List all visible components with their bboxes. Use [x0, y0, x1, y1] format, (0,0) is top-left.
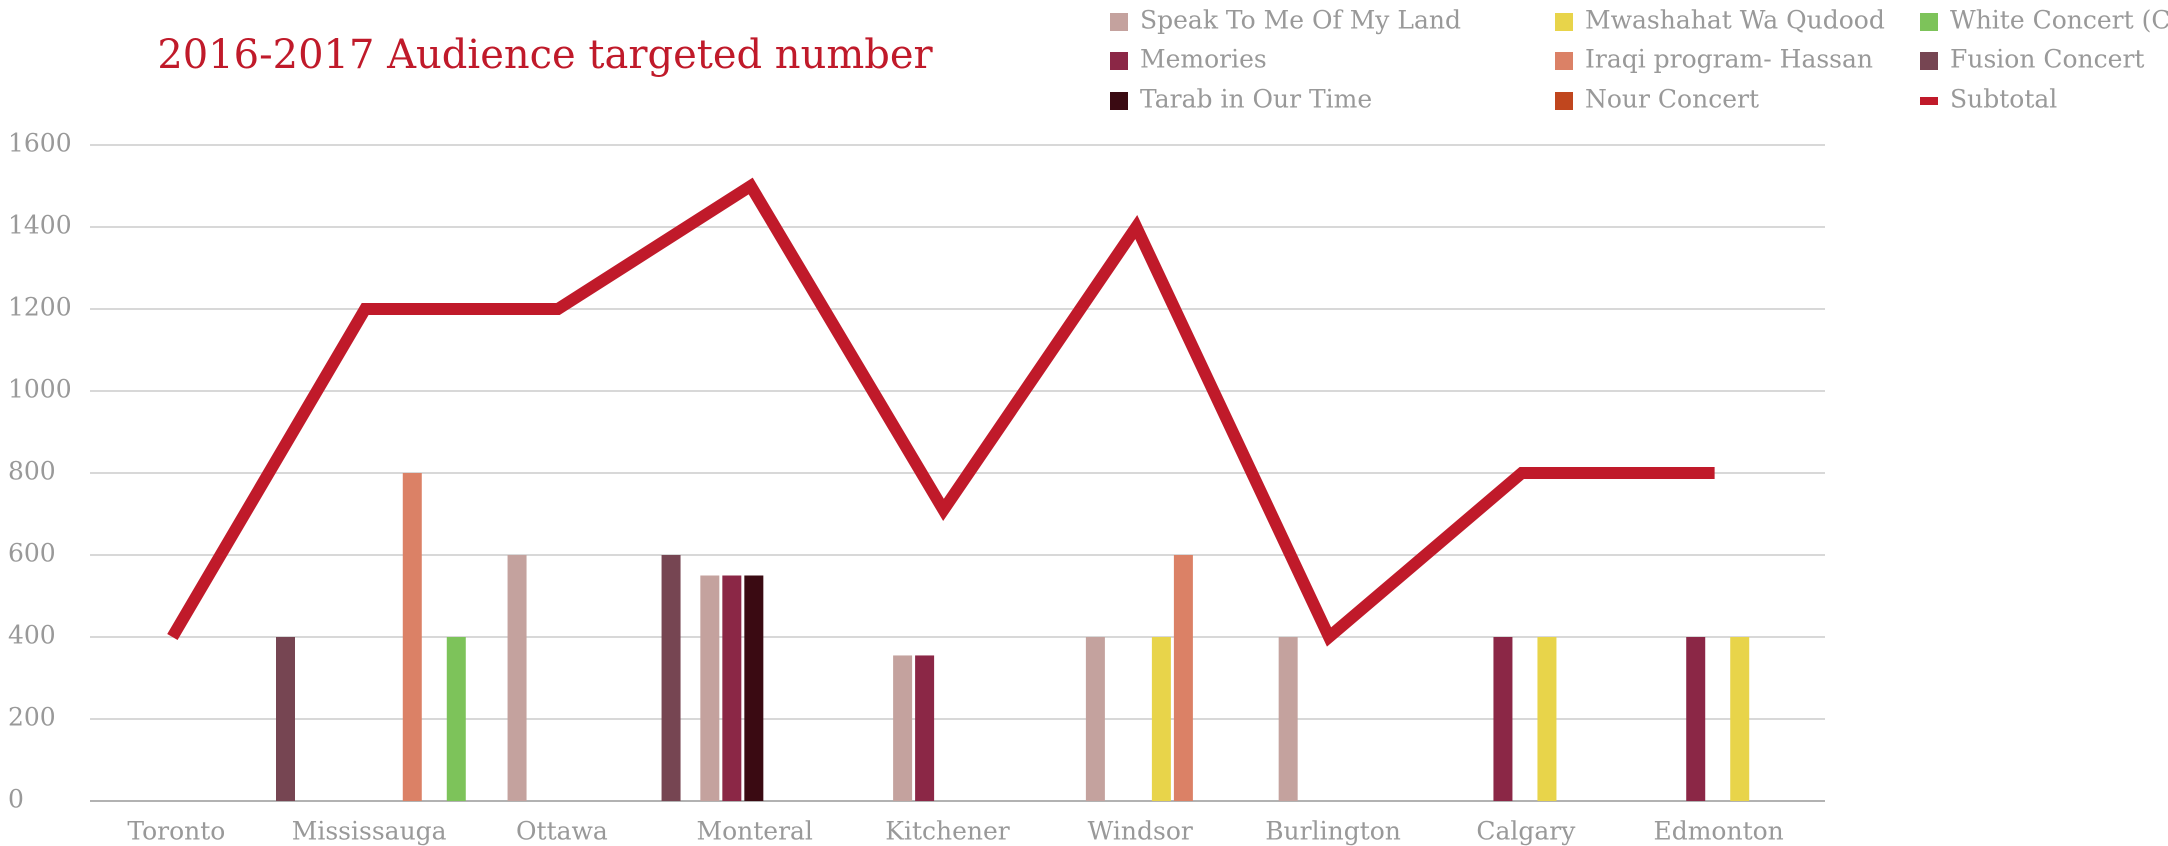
legend-marker: [1920, 13, 1938, 31]
legend-marker: [1110, 92, 1128, 110]
bar: [744, 575, 764, 801]
x-tick-label: Monteral: [696, 817, 812, 846]
x-tick-label: Ottawa: [516, 817, 608, 846]
chart-title: 2016-2017 Audience targeted number: [157, 32, 933, 78]
x-tick-label: Toronto: [127, 817, 225, 846]
line: [167, 177, 1715, 647]
bar: [1686, 637, 1706, 801]
y-tick-label: 400: [8, 621, 56, 650]
y-tick-label: 600: [8, 539, 56, 568]
x-tick-label: Mississauga: [292, 817, 447, 846]
legend-marker: [1555, 13, 1573, 31]
bar: [1493, 637, 1513, 801]
legend-label: Memories: [1140, 45, 1267, 74]
legend-label: Nour Concert: [1585, 85, 1759, 114]
y-tick-label: 800: [8, 457, 56, 486]
legend-marker: [1110, 13, 1128, 31]
bar: [661, 555, 681, 801]
bar: [700, 575, 720, 801]
bar: [1085, 637, 1105, 801]
bar: [722, 575, 742, 801]
legend-marker: [1555, 92, 1573, 110]
x-tick-label: Kitchener: [885, 817, 1010, 846]
legend-marker: [1110, 52, 1128, 70]
x-tick-label: Edmonton: [1653, 817, 1783, 846]
y-tick-label: 200: [8, 703, 56, 732]
bar: [402, 473, 422, 801]
legend-label: Mwashahat Wa Qudood: [1585, 6, 1885, 35]
bar: [507, 555, 527, 801]
bar: [915, 655, 935, 801]
legend-marker: [1920, 52, 1938, 70]
bar: [1730, 637, 1750, 801]
legend-label: Speak To Me Of My Land: [1140, 6, 1461, 35]
bar: [1278, 637, 1298, 801]
x-tick-label: Burlington: [1265, 817, 1401, 846]
legend-label: White Concert (Choir): [1950, 6, 2168, 35]
bar: [1151, 637, 1171, 801]
legend-label: Fusion Concert: [1950, 45, 2144, 74]
y-tick-label: 1400: [8, 211, 72, 240]
y-tick-label: 1000: [8, 375, 72, 404]
bar: [276, 637, 295, 801]
x-tick-label: Windsor: [1088, 817, 1193, 846]
bar: [1537, 637, 1557, 801]
y-tick-label: 0: [8, 785, 24, 814]
legend-marker: [1920, 97, 1938, 105]
legend-label: Tarab in Our Time: [1140, 85, 1372, 114]
y-tick-label: 1200: [8, 293, 72, 322]
y-tick-label: 1600: [8, 129, 72, 158]
legend-marker: [1555, 52, 1573, 70]
bar: [1173, 555, 1193, 801]
legend-label: Subtotal: [1950, 85, 2057, 114]
legend-label: Iraqi program- Hassan: [1585, 45, 1873, 74]
bar: [893, 655, 913, 801]
bar: [446, 637, 466, 801]
x-tick-label: Calgary: [1476, 817, 1576, 846]
